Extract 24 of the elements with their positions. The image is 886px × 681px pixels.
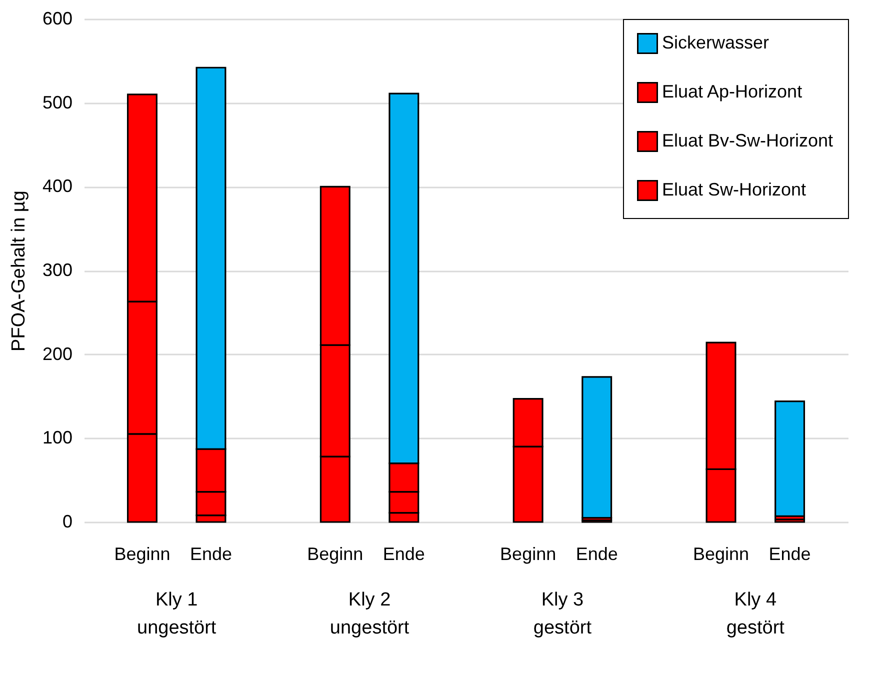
text: Kly 4 gestört: [726, 590, 786, 638]
text: Kly 2 ungestört: [330, 590, 410, 638]
legend-label: Eluat Bv-Sw-Horizont: [662, 130, 834, 150]
legend-label: Eluat Ap-Horizont: [662, 82, 802, 102]
y-tick-label: 300: [42, 260, 72, 280]
x-tick-label: Beginn: [692, 544, 750, 564]
y-axis-title: PFOA-Gehalt in µg: [8, 190, 30, 352]
y-tick-label: 500: [42, 92, 72, 112]
y-tick-label: 200: [42, 344, 72, 364]
x-tick-label: Ende: [382, 544, 425, 564]
y-tick-label: 600: [42, 8, 72, 28]
y-tick-label: 400: [42, 176, 72, 196]
legend-label: Eluat Sw-Horizont: [662, 180, 806, 200]
x-tick-label: Beginn: [114, 544, 170, 564]
x-tick-label: Ende: [768, 544, 811, 564]
text: Kly 1 ungestört: [136, 590, 217, 638]
x-tick-label: Ende: [190, 544, 232, 564]
text: Kly 3 gestört: [533, 590, 592, 638]
x-tick-label: Beginn: [500, 544, 556, 564]
y-tick-label: 100: [42, 428, 72, 448]
x-tick-label: Ende: [576, 544, 618, 564]
y-tick-label: 0: [62, 512, 72, 532]
x-tick-label: Beginn: [307, 544, 364, 564]
legend-label: Sickerwasser: [662, 32, 770, 52]
